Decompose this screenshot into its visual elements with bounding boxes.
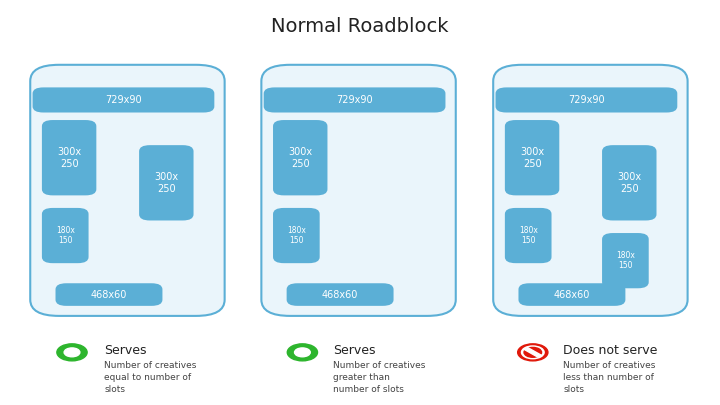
- FancyBboxPatch shape: [518, 283, 626, 306]
- FancyBboxPatch shape: [505, 208, 552, 263]
- Text: 180x
150: 180x 150: [518, 226, 538, 245]
- Text: 468x60: 468x60: [554, 290, 590, 300]
- FancyBboxPatch shape: [30, 65, 225, 316]
- Text: 729x90: 729x90: [336, 95, 373, 105]
- Text: 729x90: 729x90: [105, 95, 142, 105]
- Text: Number of creatives
equal to number of
slots: Number of creatives equal to number of s…: [104, 361, 197, 394]
- FancyBboxPatch shape: [273, 208, 320, 263]
- FancyBboxPatch shape: [32, 87, 215, 113]
- Text: 468x60: 468x60: [322, 290, 359, 300]
- FancyBboxPatch shape: [602, 233, 649, 288]
- FancyBboxPatch shape: [42, 120, 96, 195]
- Text: 468x60: 468x60: [91, 290, 127, 300]
- Text: 300x
250: 300x 250: [154, 172, 179, 194]
- FancyBboxPatch shape: [55, 283, 163, 306]
- Text: Normal Roadblock: Normal Roadblock: [271, 17, 449, 36]
- FancyBboxPatch shape: [264, 87, 446, 113]
- Text: Number of creatives
less than number of
slots: Number of creatives less than number of …: [563, 361, 655, 394]
- Text: 300x
250: 300x 250: [617, 172, 642, 194]
- Circle shape: [64, 348, 80, 357]
- FancyBboxPatch shape: [505, 120, 559, 195]
- Text: Serves: Serves: [333, 344, 375, 357]
- Circle shape: [57, 344, 87, 361]
- Text: 180x
150: 180x 150: [616, 251, 635, 271]
- Text: 729x90: 729x90: [568, 95, 605, 105]
- Text: 180x
150: 180x 150: [55, 226, 75, 245]
- Circle shape: [524, 347, 541, 357]
- FancyBboxPatch shape: [495, 87, 678, 113]
- FancyBboxPatch shape: [602, 145, 657, 220]
- Text: 300x
250: 300x 250: [288, 147, 312, 168]
- Text: 180x
150: 180x 150: [287, 226, 306, 245]
- Circle shape: [294, 348, 310, 357]
- Text: 300x
250: 300x 250: [520, 147, 544, 168]
- Text: 300x
250: 300x 250: [57, 147, 81, 168]
- FancyBboxPatch shape: [139, 145, 194, 220]
- FancyBboxPatch shape: [287, 283, 394, 306]
- FancyArrow shape: [524, 347, 541, 357]
- Text: Does not serve: Does not serve: [563, 344, 657, 357]
- FancyBboxPatch shape: [273, 120, 328, 195]
- FancyBboxPatch shape: [493, 65, 688, 316]
- Circle shape: [521, 346, 544, 359]
- Circle shape: [287, 344, 318, 361]
- Circle shape: [518, 344, 548, 361]
- Text: Number of creatives
greater than
number of slots: Number of creatives greater than number …: [333, 361, 425, 394]
- Text: Serves: Serves: [104, 344, 147, 357]
- FancyBboxPatch shape: [42, 208, 89, 263]
- FancyBboxPatch shape: [261, 65, 456, 316]
